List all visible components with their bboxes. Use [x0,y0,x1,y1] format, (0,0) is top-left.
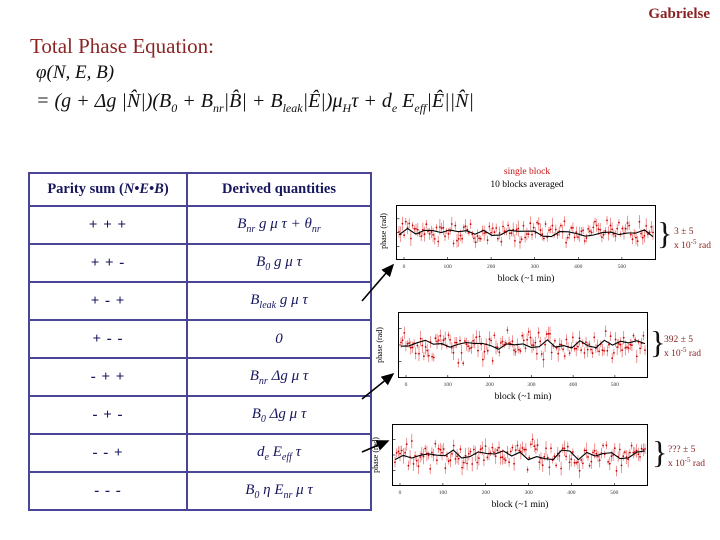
parity-sum-cell: - - + [28,433,188,473]
author-label: Gabrielse [648,6,710,22]
svg-text:200: 200 [487,264,496,270]
parity-sum-cell: + + + [28,205,188,245]
derived-quantity-cell: Bleak g μ τ [186,281,372,321]
plot-2-annotation-unit: x 10-5 rad [664,346,701,360]
parity-sum-cell: - + + [28,357,188,397]
svg-text:0: 0 [405,382,408,388]
plot-1-annotation: 3 ± 5 x 10-5 rad [674,226,720,253]
svg-text:400: 400 [567,490,576,496]
svg-text:300: 300 [531,264,540,270]
svg-text:400: 400 [569,382,578,388]
svg-text:0: 0 [403,264,406,270]
legend-single-block: single block [503,167,551,177]
svg-text:0: 0 [399,490,402,496]
svg-text:300: 300 [524,490,533,496]
plot-2-annotation-value: 392 ± 5 [664,335,693,345]
derived-quantity-cell: Bnr Δg μ τ [186,357,372,397]
derived-quantity-cell: B0 g μ τ [186,243,372,283]
plot-2-ylabel: phase (rad) [375,327,384,363]
parity-sum-cell: + - - [28,319,188,359]
brace-icon: } [652,434,668,470]
plot-1-ylabel: phase (rad) [379,213,388,249]
svg-text:100: 100 [443,264,452,270]
parity-sum-table: Parity sum (N•E•B) Derived quantities + … [28,172,372,511]
svg-text:300: 300 [527,382,536,388]
svg-text:400: 400 [574,264,583,270]
table-row: - + + Bnr Δg μ τ [28,357,372,397]
equation-line-2: = (g + Δg |N̂|)(B0 + Bnr|B̂| + Bleak|Ê|)… [36,90,474,115]
table-body: + + + Bnr g μ τ + θnr + + - B0 g μ τ + - + Bl… [28,205,372,511]
svg-text:500: 500 [610,490,619,496]
slide-title: Total Phase Equation: [30,34,214,58]
brace-icon: } [650,324,666,360]
plot-1-xlabel: block (~1 min) [497,274,555,284]
parity-sum-cell: - + - [28,395,188,435]
table-row: + + - B0 g μ τ [28,243,372,283]
derived-quantity-cell: de Eeff τ [186,433,372,473]
table-header-row: Parity sum (N•E•B) Derived quantities [28,172,372,207]
plot-legend: single block 10 blocks averaged [452,166,602,192]
brace-icon: } [657,215,673,251]
plot-3-annotation-value: ??? ± 5 [668,445,696,455]
svg-text:500: 500 [618,264,627,270]
svg-text:200: 200 [482,490,491,496]
derived-quantity-cell: B0 η Enr μ τ [186,471,372,511]
phase-plot-1: 0 100 200 300 400 500 [396,205,656,270]
plot-3-annotation: ??? ± 5 x 10-5 rad [668,444,720,471]
equation-line-1: φ(N, E, B) [36,62,115,83]
parity-sum-cell: + - + [28,281,188,321]
table-row: + - + Bleak g μ τ [28,281,372,321]
table-row: - - - B0 η Enr μ τ [28,471,372,511]
header-parity-sum: Parity sum (N•E•B) [28,172,188,207]
table-row: + + + Bnr g μ τ + θnr [28,205,372,245]
table-row: + - -0 [28,319,372,359]
header-derived-quantities: Derived quantities [186,172,372,207]
plot-1-annotation-unit: x 10-5 rad [674,238,711,252]
parity-sum-cell: + + - [28,243,188,283]
plot-2-annotation: 392 ± 5 x 10-5 rad [664,334,720,361]
plot-3-ylabel: phase (rad) [371,437,380,473]
derived-quantity-cell: Bnr g μ τ + θnr [186,205,372,245]
legend-ten-blocks-averaged: 10 blocks averaged [490,179,564,190]
table-row: - - + de Eeff τ [28,433,372,473]
svg-text:500: 500 [611,382,620,388]
total-phase-equation: φ(N, E, B) = (g + Δg |N̂|)(B0 + Bnr|B̂| … [36,62,474,116]
svg-text:200: 200 [485,382,494,388]
table-row: - + - B0 Δg μ τ [28,395,372,435]
plot-2-xlabel: block (~1 min) [494,392,552,402]
plot-3-xlabel: block (~1 min) [491,500,549,510]
derived-quantity-cell: 0 [186,319,372,359]
plot-1-annotation-value: 3 ± 5 [674,227,694,237]
svg-text:100: 100 [444,382,453,388]
parity-sum-cell: - - - [28,471,188,511]
svg-text:100: 100 [439,490,448,496]
plot-3-annotation-unit: x 10-5 rad [668,456,705,470]
phase-plot-2: 0 100 200 300 400 500 [398,312,648,388]
derived-quantity-cell: B0 Δg μ τ [186,395,372,435]
phase-plot-3: 0 100 200 300 400 500 [392,424,648,496]
